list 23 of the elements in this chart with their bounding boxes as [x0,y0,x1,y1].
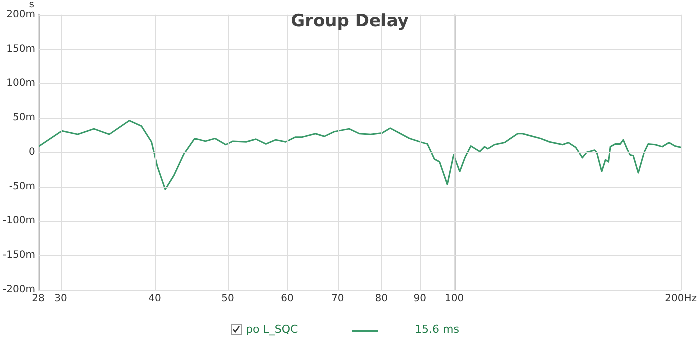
y-tick-label: -200m [3,284,36,296]
x-tick-label: 40 [148,294,162,304]
x-tick-label: 200Hz [665,294,697,304]
y-tick-label: -100m [3,216,36,227]
text: 15.6 ms [415,323,460,336]
y-axis-title: s [29,0,34,10]
x-tick-label: 60 [281,294,294,304]
x-tick-label: 100 [444,294,464,304]
y-tick-label: 0 [29,146,36,158]
x-tick-label: 70 [332,294,344,304]
x-tick-label: 28 [32,294,45,304]
x-tick-label: 30 [54,294,68,304]
x-tick-label: 90 [414,294,426,304]
y-tick-label: -50m [9,181,36,192]
x-tick-label: 50 [222,294,234,304]
y-tick-label: -150m [3,250,36,262]
y-tick-label: 50m [12,112,36,124]
y-tick-label: 200m [6,9,36,20]
x-tick-label: 80 [375,294,388,304]
text: po L_SQC [246,323,298,336]
y-tick-label: 100m [6,78,36,90]
y-tick-label: 150m [6,44,36,55]
chart-title: Group Delay [291,12,409,32]
